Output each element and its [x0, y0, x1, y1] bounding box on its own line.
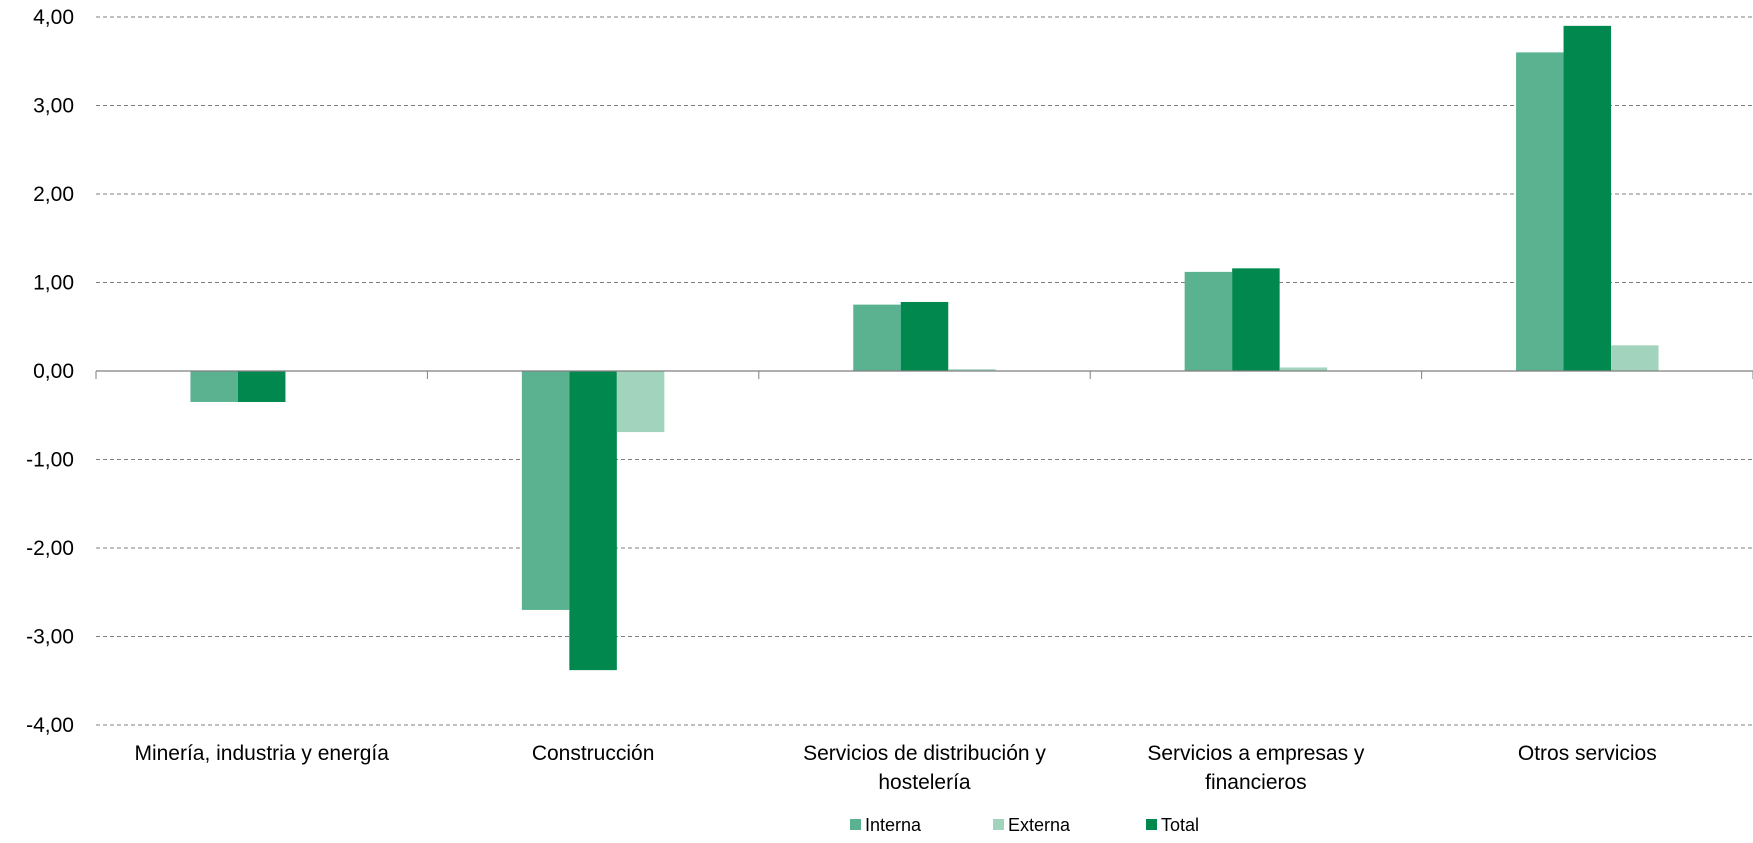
category-label: hostelería — [878, 771, 971, 794]
y-tick-label: -3,00 — [26, 626, 74, 649]
legend-label-interna: Interna — [865, 815, 922, 835]
y-tick-label: 3,00 — [33, 95, 74, 118]
bar-total-0 — [237, 371, 286, 402]
category-label: Servicios de distribución y — [803, 742, 1046, 765]
bar-externa-3 — [1279, 367, 1328, 371]
bar-total-3 — [1232, 268, 1280, 371]
category-label: Servicios a empresas y — [1147, 742, 1365, 765]
category-label: Otros servicios — [1518, 742, 1657, 765]
y-tick-label: 2,00 — [33, 183, 74, 206]
legend-label-total: Total — [1161, 815, 1199, 835]
bar-interna-4 — [1516, 52, 1564, 372]
legend-label-externa: Externa — [1008, 815, 1071, 835]
bar-total-4 — [1563, 25, 1612, 371]
bar-externa-1 — [616, 371, 665, 433]
bar-externa-4 — [1611, 345, 1659, 371]
y-tick-label: 1,00 — [33, 272, 74, 295]
legend-swatch-interna — [850, 819, 861, 830]
category-label: Construcción — [532, 742, 655, 765]
y-tick-label: -1,00 — [26, 449, 74, 472]
bar-externa-2 — [948, 369, 996, 371]
bar-interna-3 — [1184, 271, 1233, 371]
bar-total-2 — [900, 301, 949, 371]
category-label: financieros — [1205, 771, 1307, 794]
legend-swatch-externa — [993, 819, 1004, 830]
bar-total-1 — [569, 371, 617, 671]
y-tick-label: -2,00 — [26, 537, 74, 560]
bar-interna-1 — [521, 371, 570, 610]
y-tick-labels: 4,00 3,00 2,00 1,00 0,00 -1,00 -2,00 -3,00 -4,00 — [26, 6, 74, 737]
bar-interna-2 — [853, 304, 901, 371]
bar-interna-0 — [190, 371, 238, 402]
y-tick-label: -4,00 — [26, 714, 74, 737]
legend: Interna Externa Total — [850, 815, 1199, 835]
y-tick-label: 0,00 — [33, 360, 74, 383]
category-label: Minería, industria y energía — [134, 742, 389, 765]
bars — [190, 25, 1659, 671]
category-labels: Minería, industria y energía Construcción… — [134, 742, 1656, 794]
gridlines — [96, 16, 1753, 726]
legend-swatch-total — [1146, 819, 1157, 830]
axes — [95, 370, 1753, 379]
y-tick-label: 4,00 — [33, 6, 74, 29]
